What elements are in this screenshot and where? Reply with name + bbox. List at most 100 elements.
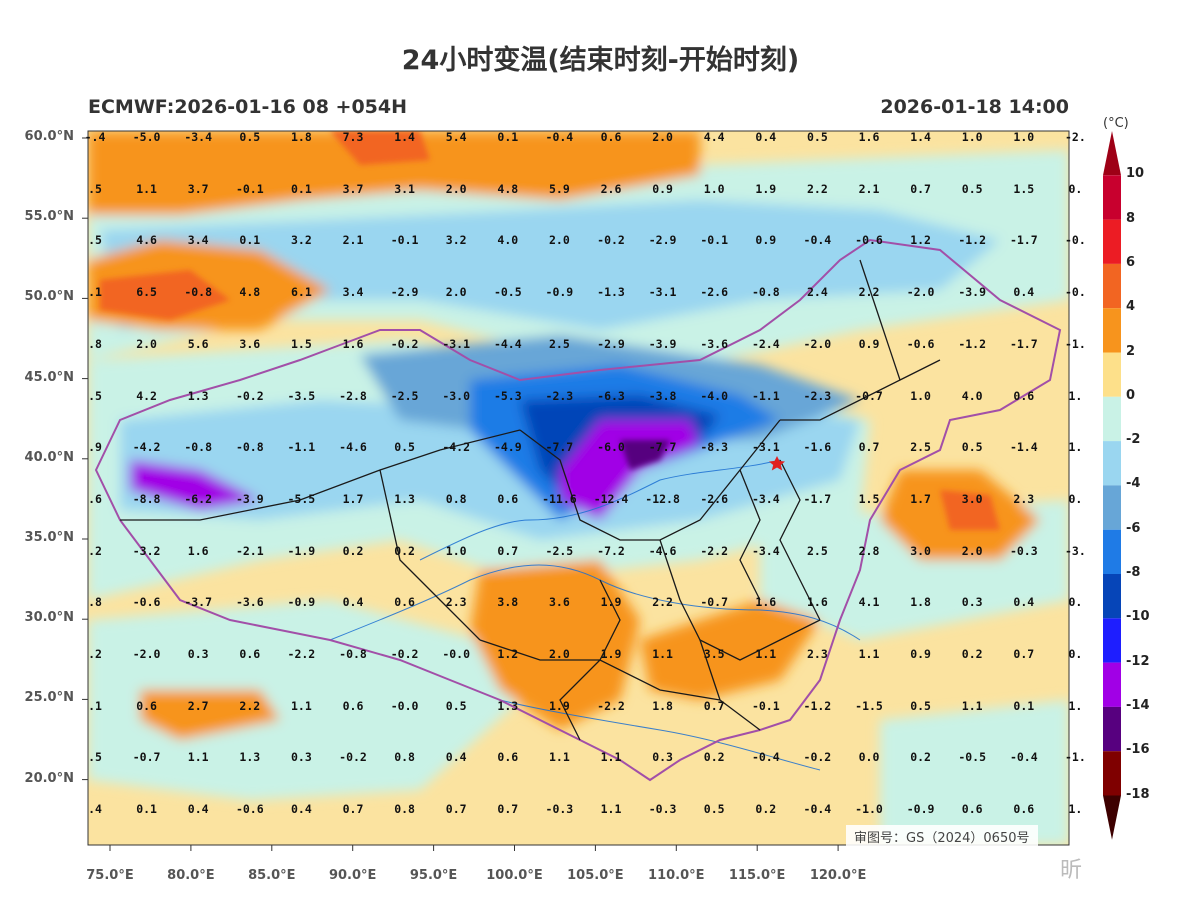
- grid-value: 0.6: [1013, 388, 1035, 403]
- grid-value: -1.7: [803, 491, 832, 506]
- grid-value: .2: [88, 647, 102, 661]
- grid-value: 1.3: [187, 388, 209, 403]
- grid-value: 0.6: [497, 750, 519, 765]
- colorbar-segment: [1103, 441, 1121, 486]
- star-icon: [769, 456, 785, 471]
- grid-value: .8: [88, 595, 102, 610]
- grid-value: -0.3: [545, 802, 574, 817]
- grid-value: .2: [88, 543, 102, 558]
- lat-tick-label: 60.0°N: [24, 129, 74, 144]
- grid-value: -3.6: [700, 336, 729, 351]
- grid-value: -0.9: [906, 802, 935, 817]
- grid-value: 2.5: [910, 440, 931, 455]
- colorbar-tick-label: -18: [1126, 786, 1150, 802]
- grid-value: -0.4: [803, 233, 832, 248]
- grid-value: -1.0: [855, 802, 883, 817]
- grid-value: -12.4: [593, 491, 629, 506]
- grid-value: 1.1: [549, 750, 570, 765]
- grid-value: 1.3: [239, 750, 261, 765]
- grid-value: 1.8: [652, 698, 673, 713]
- grid-value: 2.5: [807, 543, 828, 558]
- grid-value: 0.4: [291, 802, 312, 817]
- grid-value: 3.1: [394, 181, 415, 196]
- grid-value: 0.9: [858, 336, 880, 351]
- grid-value: 3.7: [187, 181, 209, 196]
- grid-value: -0.2: [597, 233, 625, 248]
- grid-value: 2.3: [1013, 491, 1035, 506]
- grid-value: -0.4: [1009, 750, 1038, 765]
- grid-value: 0.: [1068, 595, 1083, 610]
- grid-value: -2.9: [597, 336, 625, 351]
- grid-value: -3.4: [751, 491, 780, 506]
- grid-value: -3.2: [132, 543, 161, 558]
- colorbar-segment: [1103, 485, 1121, 530]
- grid-value: 0.5: [910, 698, 931, 713]
- grid-value: -2.3: [803, 388, 832, 403]
- grid-value: -1.5: [855, 698, 883, 713]
- grid-value: -3.1: [751, 440, 780, 455]
- grid-value: 1.6: [807, 595, 828, 610]
- grid-value: -0.2: [803, 750, 832, 765]
- grid-value: -0.9: [545, 285, 574, 300]
- colorbar-tick-label: -8: [1126, 565, 1141, 580]
- grid-value: 0.9: [652, 181, 673, 196]
- grid-value: .9: [88, 440, 102, 455]
- grid-value: 0.8: [394, 750, 415, 765]
- grid-value: 1.: [1068, 440, 1083, 455]
- grid-value: 1.5: [291, 336, 312, 351]
- grid-value: -1.1: [751, 388, 780, 403]
- colorbar-tick-label: -6: [1126, 520, 1141, 536]
- grid-value: 0.4: [445, 750, 467, 765]
- lat-tick-label: 35.0°N: [24, 530, 74, 545]
- colorbar-unit: (°C): [1103, 116, 1129, 131]
- grid-value: 4.8: [239, 285, 261, 300]
- grid-value: 0.1: [239, 233, 261, 248]
- grid-value: 1.4: [910, 130, 931, 144]
- grid-value: 2.0: [136, 336, 157, 351]
- lon-tick-label: 120.0°E: [809, 868, 867, 883]
- grid-value: -8.3: [700, 440, 729, 455]
- grid-value: 0.7: [445, 802, 467, 817]
- lon-tick-label: 80.0°E: [167, 868, 215, 883]
- lon-tick-label: 115.0°E: [728, 868, 786, 883]
- grid-value: 1.1: [187, 750, 209, 765]
- grid-value: -6.2: [184, 491, 213, 506]
- grid-value: 5.9: [549, 181, 570, 196]
- grid-value: 5.4: [445, 130, 467, 144]
- grid-value: 0.4: [1013, 285, 1035, 300]
- grid-value: -0.3: [1009, 543, 1038, 558]
- grid-value: 0.2: [961, 647, 983, 661]
- grid-value: -1.3: [597, 285, 625, 300]
- grid-value: 0.: [1068, 181, 1083, 196]
- grid-value: 0.3: [187, 647, 209, 661]
- grid-value: 0.4: [755, 130, 777, 144]
- grid-value: 1.0: [910, 388, 931, 403]
- grid-value: -0.6: [235, 802, 264, 817]
- grid-value: 3.2: [291, 233, 312, 248]
- grid-value: 2.3: [445, 595, 467, 610]
- colorbar-segment: [1103, 529, 1121, 574]
- colorbar-tick-label: 2: [1126, 343, 1136, 359]
- grid-value: -2.0: [906, 285, 935, 300]
- grid-value: 0.9: [755, 233, 777, 248]
- grid-value: -0.7: [855, 388, 883, 403]
- colorbar-segment: [1103, 175, 1121, 220]
- map-approval-number: 审图号：GS（2024）0650号: [846, 825, 1038, 848]
- lon-tick-label: 110.0°E: [648, 868, 705, 883]
- colorbar-tick-label: 8: [1126, 210, 1136, 226]
- lon-tick-label: 75.0°E: [86, 868, 134, 883]
- colorbar-segment: [1103, 308, 1121, 353]
- grid-value: 1.5: [1013, 181, 1035, 196]
- grid-value: 3.8: [497, 595, 519, 610]
- grid-value: 1.0: [961, 130, 983, 144]
- grid-value: -0.4: [751, 750, 780, 765]
- grid-value: 0.1: [291, 181, 312, 196]
- grid-value: 2.2: [858, 285, 880, 300]
- grid-value: .5: [88, 181, 102, 196]
- grid-value: -.4: [84, 130, 106, 144]
- grid-value: -0.6: [855, 233, 883, 248]
- grid-value: -6.3: [597, 388, 625, 403]
- grid-value: 3.6: [239, 336, 261, 351]
- colorbar-tick-label: -14: [1126, 697, 1150, 713]
